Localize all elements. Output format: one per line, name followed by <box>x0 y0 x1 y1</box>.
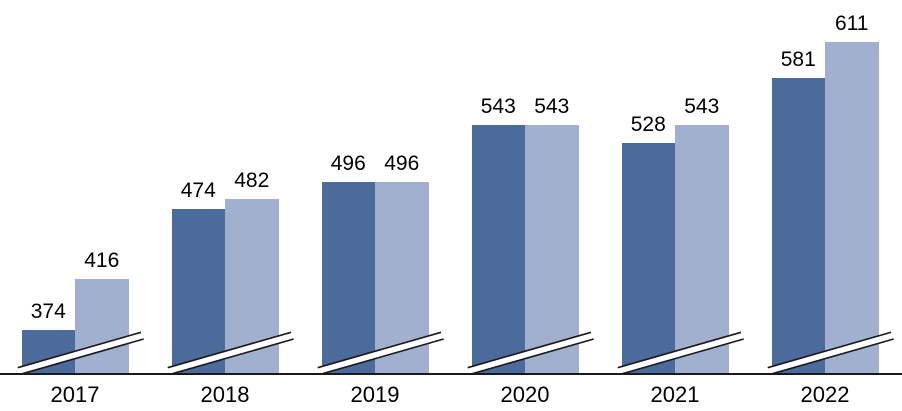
value-label-2019-dark-blue: 496 <box>330 152 366 175</box>
bar-2018-dark-blue <box>171 209 225 374</box>
axis-break-marker-2018 <box>160 330 296 382</box>
axis-break-icon <box>466 331 594 376</box>
x-axis-label-2017: 2017 <box>50 382 100 407</box>
bar-2022-light-blue <box>825 42 879 374</box>
value-label-2017-dark-blue: 374 <box>30 300 66 323</box>
bar-2020-light-blue <box>525 125 579 374</box>
value-label-2019-light-blue: 496 <box>384 152 420 175</box>
x-axis-label-2018: 2018 <box>200 382 250 407</box>
bar-2017-light-blue <box>75 279 129 374</box>
value-label-2021-dark-blue: 528 <box>630 113 666 136</box>
value-label-2021-light-blue: 543 <box>684 95 720 118</box>
x-axis-line <box>0 373 902 375</box>
axis-break-icon <box>16 331 144 376</box>
axis-break-marker-2017 <box>10 330 146 382</box>
axis-break-icon <box>616 331 744 376</box>
x-axis-label-2019: 2019 <box>350 382 400 407</box>
x-axis-label-2020: 2020 <box>500 382 550 407</box>
bar-2022-dark-blue <box>771 78 825 374</box>
bar-2021-dark-blue <box>621 143 675 374</box>
axis-break-icon <box>316 331 444 376</box>
axis-break-marker-2019 <box>310 330 446 382</box>
value-label-2020-light-blue: 543 <box>534 95 570 118</box>
bar-2021-light-blue <box>675 125 729 374</box>
axis-break-icon <box>766 331 894 376</box>
value-label-2020-dark-blue: 543 <box>480 95 516 118</box>
value-label-2018-light-blue: 482 <box>234 169 270 192</box>
bar-2019-dark-blue <box>321 182 375 374</box>
axis-break-marker-2021 <box>610 330 746 382</box>
axis-break-marker-2022 <box>760 330 896 382</box>
x-axis-label-2021: 2021 <box>650 382 700 407</box>
value-label-2022-light-blue: 611 <box>835 12 869 35</box>
value-label-2022-dark-blue: 581 <box>780 48 816 71</box>
value-label-2018-dark-blue: 474 <box>180 179 216 202</box>
bar-2020-dark-blue <box>471 125 525 374</box>
axis-break-marker-2020 <box>460 330 596 382</box>
value-label-2017-light-blue: 416 <box>84 249 120 272</box>
x-axis-label-2022: 2022 <box>800 382 850 407</box>
axis-break-icon <box>166 331 294 376</box>
